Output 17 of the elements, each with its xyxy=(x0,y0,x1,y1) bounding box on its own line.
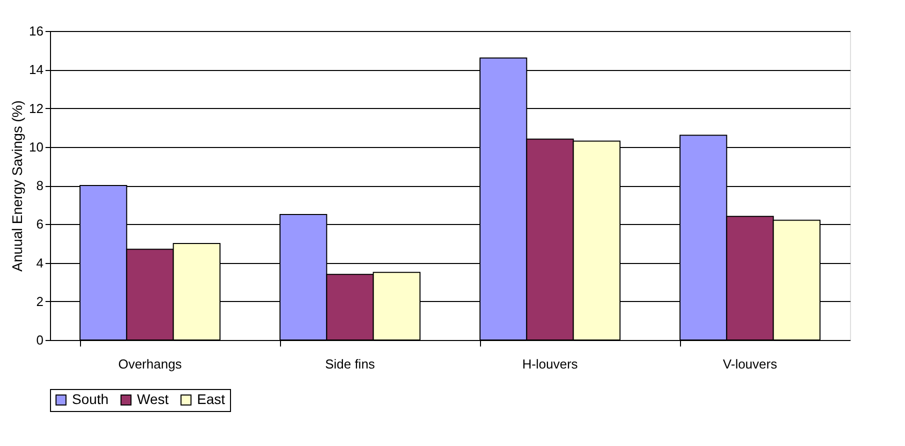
x-tick-label: V-louvers xyxy=(722,356,778,372)
y-tick-label: 10 xyxy=(29,139,44,154)
y-tick-label: 6 xyxy=(36,216,44,232)
y-tick-label: 12 xyxy=(29,100,44,116)
y-tick-label: 0 xyxy=(36,332,44,348)
y-axis-title: Anuual Energy Savings (%) xyxy=(9,100,26,272)
y-tick-label: 4 xyxy=(36,255,44,270)
legend-label: East xyxy=(197,391,226,407)
y-tick-label: 14 xyxy=(29,62,44,78)
x-tick-label: Side fins xyxy=(325,356,376,372)
y-tick-label: 16 xyxy=(29,24,44,38)
legend-label: South xyxy=(72,391,109,407)
y-tick-label: 8 xyxy=(36,178,44,193)
y-tick-label: 2 xyxy=(36,294,44,309)
x-tick-label: H-louvers xyxy=(522,356,578,372)
x-tick-label: Overhangs xyxy=(118,356,182,372)
legend-label: West xyxy=(137,391,169,407)
